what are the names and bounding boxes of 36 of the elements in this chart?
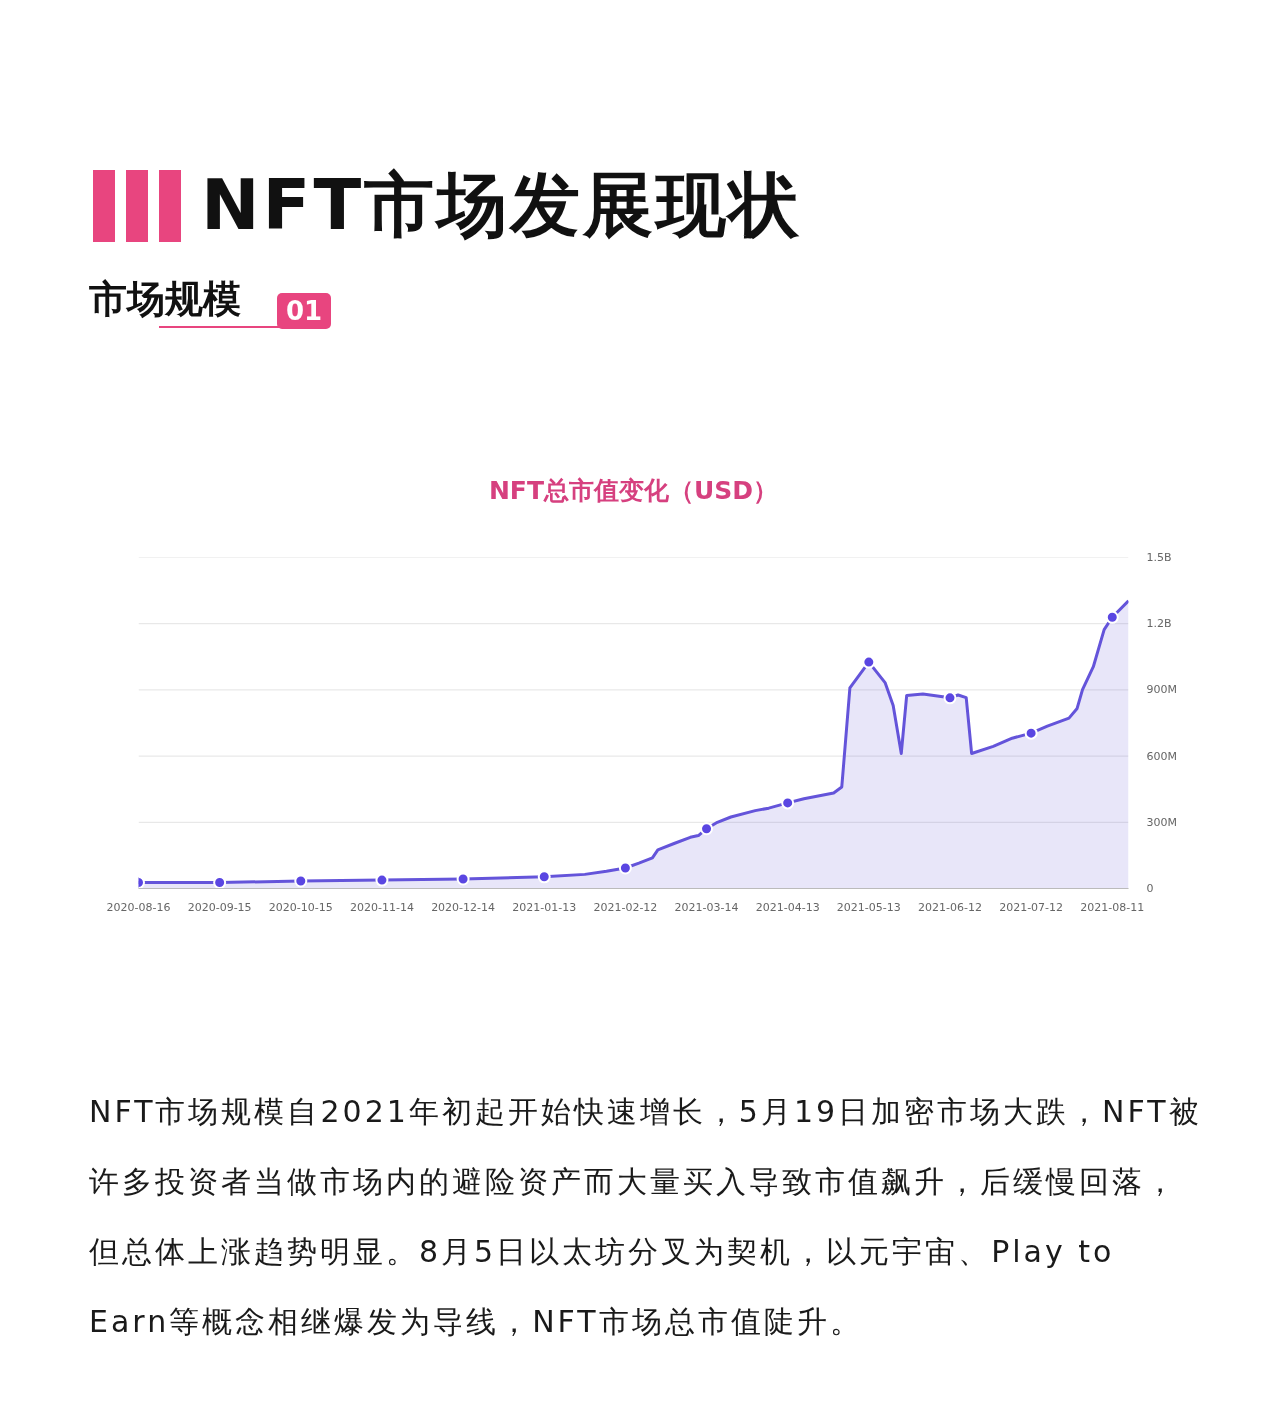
y-tick-label: 300M	[1146, 815, 1177, 829]
point	[618, 861, 632, 875]
text: NFT市场规模自2021年初起开始快速增长，5月19日加密市场大跌，NFT被许多投资者当做市场内的避险资产而大量买入导致市值飙升，后缓慢回落，但总体上涨趋势明显。8月5日以太坊分叉为契机，以元宇宙、Play to Earn等概念相继爆发为导线，NFT市场总市值陡升。	[89, 1093, 1203, 1341]
point	[1105, 610, 1119, 624]
point	[375, 873, 389, 887]
x-tick-label: 2020-11-14	[349, 900, 414, 914]
point	[943, 691, 957, 705]
x-tick-label: 2021-04-13	[755, 900, 820, 914]
y-tick-label: 1.2B	[1146, 617, 1172, 631]
point	[213, 876, 227, 889]
text: 市场规模	[89, 276, 241, 323]
x-tick-label: 2021-07-12	[999, 900, 1064, 914]
point	[862, 655, 876, 669]
x-tick-label: 2020-10-15	[268, 900, 333, 914]
chart-title: NFT市场发展现状	[201, 163, 803, 248]
point	[537, 870, 551, 884]
point	[700, 822, 714, 836]
x-tick-label: 2021-06-12	[918, 900, 982, 914]
x-tick-label: 2021-08-11	[1080, 900, 1145, 914]
text: 01	[277, 293, 331, 329]
y-tick-label: 0	[1146, 882, 1154, 895]
point	[1024, 726, 1038, 740]
x-tick-label: 2021-03-14	[674, 900, 739, 914]
x-tick-label: 2020-08-16	[106, 900, 171, 914]
point	[294, 874, 308, 888]
y-tick-label: 600M	[1146, 749, 1177, 763]
point	[781, 796, 795, 810]
x-tick-label: 2021-01-13	[512, 900, 577, 914]
y-tick-label: 1.5B	[1146, 551, 1172, 564]
x-tick-label: 2020-12-14	[431, 900, 496, 914]
x-tick-label: 2021-05-13	[836, 900, 901, 914]
y-tick-label: 900M	[1146, 683, 1177, 697]
x-tick-label: 2020-09-15	[187, 900, 252, 914]
x-tick-label: 2021-02-12	[593, 900, 658, 914]
chart-subtitle: NFT总市值变化（USD）	[488, 475, 779, 505]
point	[456, 872, 470, 886]
